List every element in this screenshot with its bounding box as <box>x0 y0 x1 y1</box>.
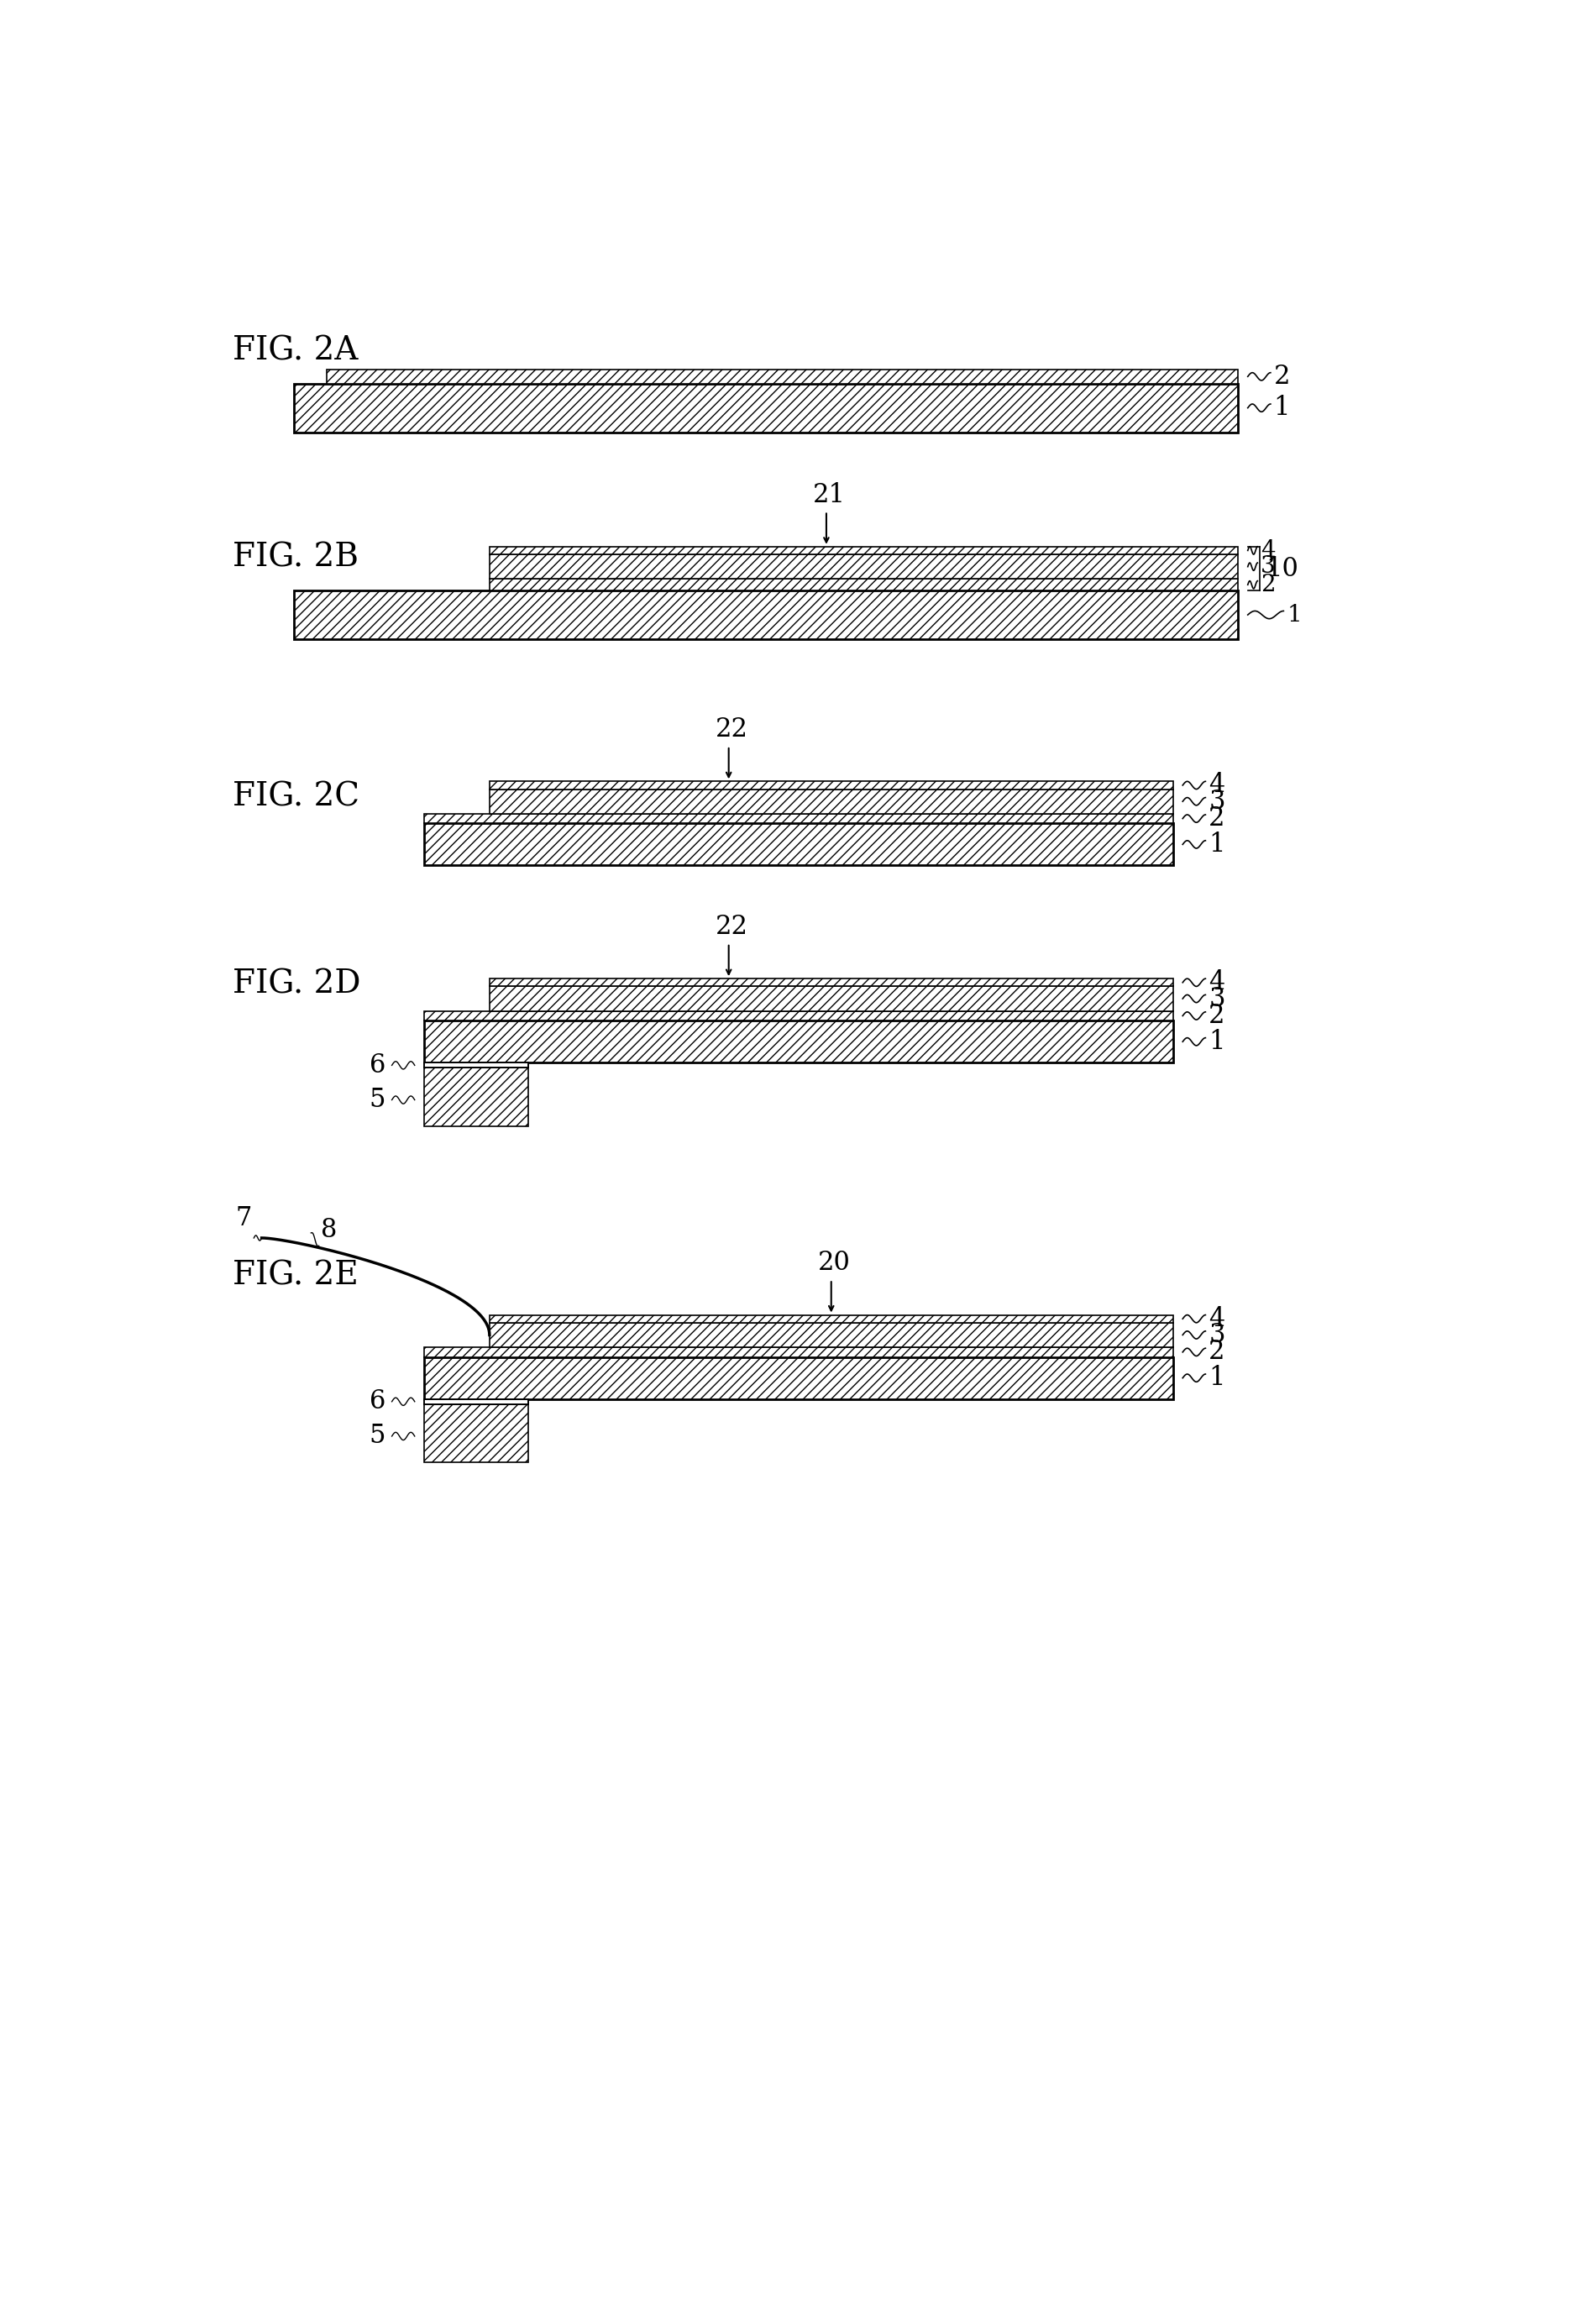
Text: 1: 1 <box>1208 1364 1225 1392</box>
Text: FIG. 2D: FIG. 2D <box>233 969 360 999</box>
Bar <box>425 823 1173 865</box>
Bar <box>425 1404 529 1462</box>
Bar <box>489 1315 1173 1322</box>
Bar <box>489 579 1238 590</box>
Text: FIG. 2B: FIG. 2B <box>233 541 359 574</box>
Bar <box>489 1322 1173 1348</box>
Text: 3: 3 <box>1208 788 1225 813</box>
Bar <box>425 1062 529 1069</box>
Text: 1: 1 <box>1208 832 1225 858</box>
Bar <box>489 555 1238 579</box>
Text: 4: 4 <box>1208 1306 1225 1332</box>
Text: FIG. 2A: FIG. 2A <box>233 335 359 367</box>
Bar <box>294 590 1238 639</box>
Bar <box>425 1357 1173 1399</box>
Text: 4: 4 <box>1208 969 1225 995</box>
Text: 6: 6 <box>370 1053 385 1078</box>
Bar <box>489 790 1173 813</box>
Bar <box>425 1399 529 1404</box>
Text: 5: 5 <box>370 1088 385 1113</box>
Text: 10: 10 <box>1266 555 1299 581</box>
Text: 1: 1 <box>1274 395 1290 421</box>
Text: 7: 7 <box>236 1206 252 1232</box>
Bar <box>425 1020 1173 1062</box>
Text: FIG. 2C: FIG. 2C <box>233 781 359 813</box>
Bar <box>489 781 1173 790</box>
Bar <box>489 546 1238 555</box>
Text: 2: 2 <box>1262 574 1276 597</box>
Text: 4: 4 <box>1208 772 1225 797</box>
Bar <box>327 370 1238 383</box>
Text: 20: 20 <box>818 1250 851 1276</box>
Text: 3: 3 <box>1208 985 1225 1011</box>
Text: 2: 2 <box>1208 806 1225 832</box>
Text: 22: 22 <box>716 913 749 939</box>
Text: 21: 21 <box>813 481 846 509</box>
Text: 2: 2 <box>1208 1339 1225 1364</box>
Text: 1: 1 <box>1208 1030 1225 1055</box>
Text: 2: 2 <box>1274 363 1290 390</box>
Text: 4: 4 <box>1262 539 1276 562</box>
Bar <box>425 1069 529 1127</box>
Bar <box>489 985 1173 1011</box>
Bar <box>294 383 1238 432</box>
Text: 2: 2 <box>1208 1002 1225 1030</box>
Text: 1: 1 <box>1287 604 1302 625</box>
Text: 22: 22 <box>716 716 749 744</box>
Text: 6: 6 <box>370 1387 385 1415</box>
Text: FIG. 2E: FIG. 2E <box>233 1260 359 1292</box>
Text: 8: 8 <box>321 1218 337 1243</box>
Bar <box>425 813 1173 823</box>
Text: 3: 3 <box>1208 1322 1225 1348</box>
Bar <box>489 978 1173 985</box>
Text: 5: 5 <box>370 1422 385 1450</box>
Bar <box>425 1011 1173 1020</box>
Text: 3: 3 <box>1262 555 1276 579</box>
Bar <box>425 1348 1173 1357</box>
